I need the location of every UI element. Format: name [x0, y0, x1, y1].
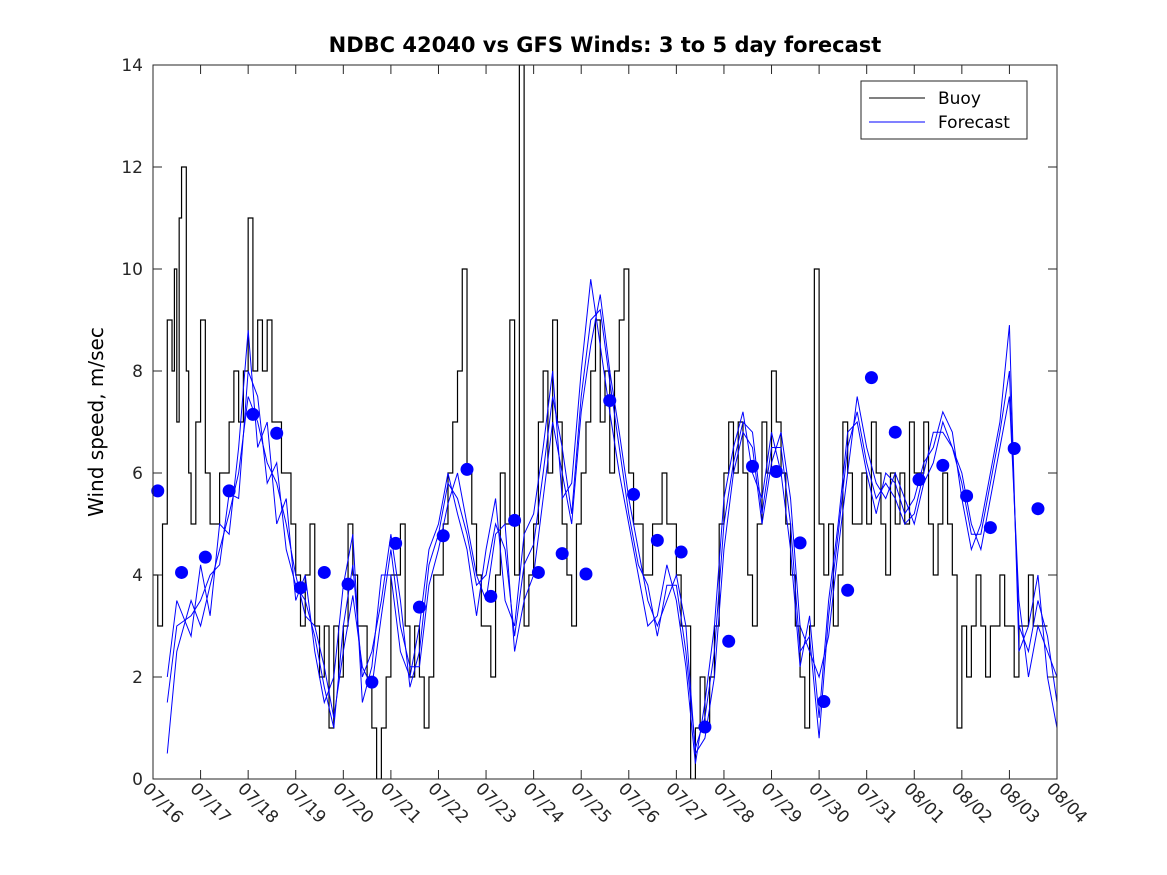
forecast-point — [912, 473, 926, 487]
y-tick-label: 2 — [132, 668, 143, 688]
y-tick-label: 14 — [121, 56, 143, 76]
y-axis: 0 2 4 6 8 10 12 14 — [121, 56, 1057, 790]
legend-box — [860, 80, 1028, 140]
forecast-point — [888, 425, 902, 439]
forecast-point — [769, 464, 783, 478]
forecast-point — [389, 536, 403, 550]
forecast-point — [936, 458, 950, 472]
forecast-point — [460, 462, 474, 476]
series-forecast-line — [166, 279, 1057, 764]
forecast-point — [983, 521, 997, 535]
legend: Buoy Forecast — [860, 80, 1028, 140]
forecast-point — [222, 484, 236, 498]
series-forecast-line — [166, 308, 1057, 749]
forecast-point — [412, 600, 426, 614]
series-buoy-line — [153, 65, 1048, 779]
forecast-point — [175, 565, 189, 579]
forecast-point — [745, 459, 759, 473]
marker-layer — [151, 371, 1045, 734]
forecast-point — [793, 536, 807, 550]
y-tick-label: 12 — [121, 158, 143, 178]
buoy-layer — [153, 65, 1048, 779]
forecast-point — [627, 487, 641, 501]
forecast-point — [508, 513, 522, 527]
y-tick-label: 6 — [132, 464, 143, 484]
forecast-point — [817, 694, 831, 708]
forecast-point — [246, 407, 260, 421]
forecast-point — [579, 567, 593, 581]
chart-title: NDBC 42040 vs GFS Winds: 3 to 5 day fore… — [329, 33, 882, 57]
legend-buoy-label: Buoy — [938, 89, 981, 109]
forecast-point — [531, 565, 545, 579]
forecast-point — [650, 533, 664, 547]
forecast-point — [317, 565, 331, 579]
y-tick-label: 10 — [121, 260, 143, 280]
forecast-point — [436, 529, 450, 543]
forecast-point — [603, 394, 617, 408]
forecast-point — [674, 545, 688, 559]
forecast-point — [555, 547, 569, 561]
forecast-point — [484, 589, 498, 603]
forecast-point — [365, 675, 379, 689]
y-tick-label: 4 — [132, 566, 143, 586]
forecast-point — [698, 720, 712, 734]
y-axis-label: Wind speed, m/sec — [84, 327, 108, 517]
forecast-point — [864, 371, 878, 385]
legend-forecast-label: Forecast — [938, 113, 1010, 133]
forecast-point — [722, 634, 736, 648]
forecast-point — [841, 583, 855, 597]
forecast-point — [341, 577, 355, 591]
forecast-point — [960, 489, 974, 503]
forecast-point — [1007, 442, 1021, 456]
y-tick-label: 8 — [132, 362, 143, 382]
forecast-point — [293, 581, 307, 595]
forecast-point — [198, 550, 212, 564]
axes-box — [152, 64, 1058, 780]
forecast-point — [1031, 502, 1045, 516]
y-tick-label: 0 — [132, 770, 143, 790]
forecast-point — [151, 484, 165, 498]
forecast-point — [270, 426, 284, 440]
